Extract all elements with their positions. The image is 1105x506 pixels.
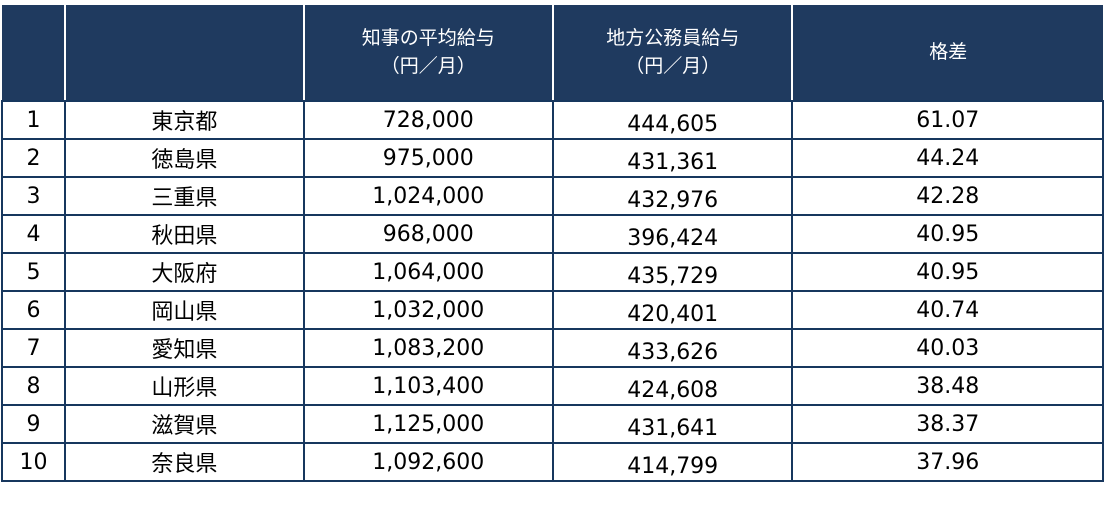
- prefecture-cell: 愛知県: [64, 328, 305, 368]
- table-row: 9 滋賀県 1,125,000 431,641 38.37: [0, 404, 1104, 444]
- civil-servant-salary-cell: 396,424: [551, 214, 794, 254]
- civil-servant-salary-cell: 420,401: [551, 290, 794, 330]
- prefecture-cell: 山形県: [64, 366, 305, 406]
- rank-column-header: [2, 5, 67, 102]
- civil-servant-salary-cell: 431,641: [551, 404, 794, 444]
- governor-salary-cell: 1,125,000: [302, 404, 554, 444]
- gap-cell: 40.74: [791, 290, 1104, 330]
- gap-cell: 61.07: [791, 100, 1104, 140]
- civil-servant-salary-cell: 414,799: [551, 442, 794, 482]
- rank-cell: 8: [0, 366, 67, 406]
- rank-cell: 5: [0, 252, 67, 292]
- header-row: 知事の平均給与 （円／月） 地方公務員給与 （円／月） 格差: [2, 5, 1103, 102]
- civil-servant-salary-cell: 432,976: [551, 176, 794, 216]
- gap-cell: 37.96: [791, 442, 1104, 482]
- table-row: 7 愛知県 1,083,200 433,626 40.03: [0, 328, 1104, 368]
- table-row: 3 三重県 1,024,000 432,976 42.28: [0, 176, 1104, 216]
- prefecture-cell: 滋賀県: [64, 404, 305, 444]
- rank-cell: 7: [0, 328, 67, 368]
- civil-servant-salary-cell: 433,626: [551, 328, 794, 368]
- gap-cell: 40.95: [791, 252, 1104, 292]
- gap-cell: 44.24: [791, 138, 1104, 178]
- gap-cell: 40.95: [791, 214, 1104, 254]
- table-header: 知事の平均給与 （円／月） 地方公務員給与 （円／月） 格差: [2, 5, 1103, 102]
- table-row: 4 秋田県 968,000 396,424 40.95: [0, 214, 1104, 254]
- prefecture-cell: 三重県: [64, 176, 305, 216]
- civil-servant-salary-cell: 435,729: [551, 252, 794, 292]
- prefecture-cell: 奈良県: [64, 442, 305, 482]
- table-row: 5 大阪府 1,064,000 435,729 40.95: [0, 252, 1104, 292]
- civil-servant-salary-cell: 431,361: [551, 138, 794, 178]
- table-row: 2 徳島県 975,000 431,361 44.24: [0, 138, 1104, 178]
- governor-salary-cell: 1,024,000: [302, 176, 554, 216]
- prefecture-column-header: [64, 5, 305, 102]
- rank-cell: 1: [0, 100, 67, 140]
- rank-cell: 2: [0, 138, 67, 178]
- rank-cell: 9: [0, 404, 67, 444]
- prefecture-cell: 大阪府: [64, 252, 305, 292]
- prefecture-cell: 岡山県: [64, 290, 305, 330]
- governor-salary-cell: 1,064,000: [302, 252, 554, 292]
- salary-comparison-table: 知事の平均給与 （円／月） 地方公務員給与 （円／月） 格差 1 東京都 728,0…: [0, 5, 1104, 482]
- civil-servant-salary-cell: 424,608: [551, 366, 794, 406]
- governor-salary-cell: 728,000: [302, 100, 554, 140]
- table-row: 6 岡山県 1,032,000 420,401 40.74: [0, 290, 1104, 330]
- gap-cell: 40.03: [791, 328, 1104, 368]
- prefecture-cell: 東京都: [64, 100, 305, 140]
- governor-salary-column-header: 知事の平均給与 （円／月）: [302, 5, 554, 102]
- governor-salary-cell: 1,092,600: [302, 442, 554, 482]
- table-row: 1 東京都 728,000 444,605 61.07: [0, 100, 1104, 140]
- civil-servant-salary-column-header: 地方公務員給与 （円／月）: [551, 5, 794, 102]
- governor-salary-cell: 968,000: [302, 214, 554, 254]
- table-body: 1 東京都 728,000 444,605 61.07 2 徳島県 975,000 431,36…: [0, 100, 1104, 482]
- prefecture-cell: 徳島県: [64, 138, 305, 178]
- table-row: 10 奈良県 1,092,600 414,799 37.96: [0, 442, 1104, 482]
- prefecture-cell: 秋田県: [64, 214, 305, 254]
- rank-cell: 10: [0, 442, 67, 482]
- gap-cell: 42.28: [791, 176, 1104, 216]
- gap-cell: 38.37: [791, 404, 1104, 444]
- rank-cell: 4: [0, 214, 67, 254]
- governor-salary-cell: 975,000: [302, 138, 554, 178]
- governor-salary-cell: 1,083,200: [302, 328, 554, 368]
- gap-column-header: 格差: [791, 5, 1103, 102]
- governor-salary-cell: 1,103,400: [302, 366, 554, 406]
- rank-cell: 6: [0, 290, 67, 330]
- gap-cell: 38.48: [791, 366, 1104, 406]
- table-row: 8 山形県 1,103,400 424,608 38.48: [0, 366, 1104, 406]
- civil-servant-salary-cell: 444,605: [551, 100, 794, 140]
- governor-salary-cell: 1,032,000: [302, 290, 554, 330]
- rank-cell: 3: [0, 176, 67, 216]
